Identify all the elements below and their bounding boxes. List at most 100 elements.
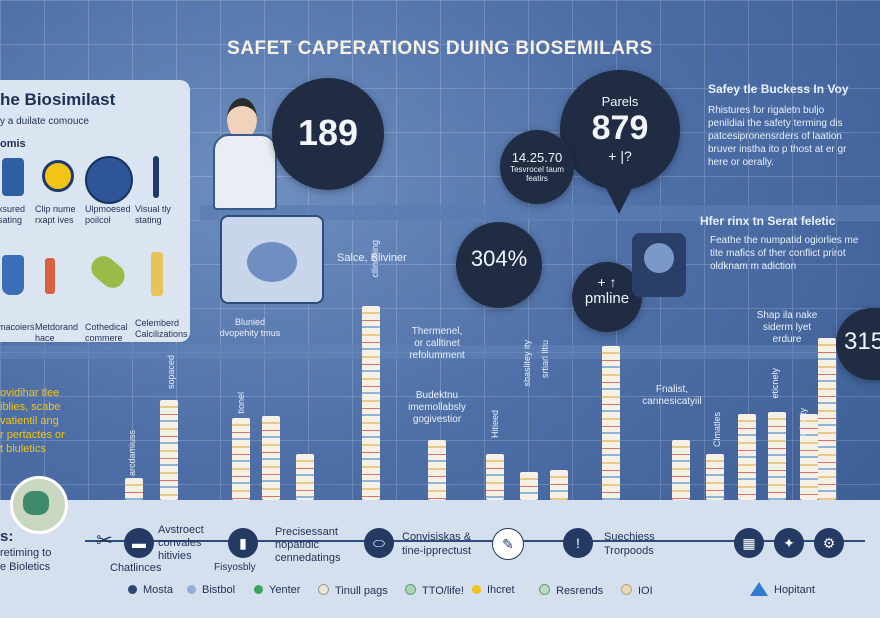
bar-stack xyxy=(602,346,620,500)
stat-bubble-189: 189 xyxy=(272,78,384,190)
globe-land xyxy=(23,491,49,515)
stat-pmline-top: + ↑ xyxy=(597,274,617,290)
syringe-bottom-icon: ✎ xyxy=(492,528,524,560)
bottom-item1-text: Avstroect convales hitivies xyxy=(158,524,204,562)
legend-item: Tinull pags xyxy=(318,584,388,597)
right-paragraph-2: Feathe the numpatid ogiorlies me tite ma… xyxy=(710,235,859,272)
bar-stack xyxy=(486,454,504,500)
stat-bubble-1425: 14.25.70 Tesvrocel taum featirs xyxy=(500,130,574,204)
bar-stack xyxy=(520,472,538,500)
right-heading-1: Safey tle Buckess In Voy xyxy=(708,82,849,96)
bar-stack xyxy=(800,414,818,500)
bar-stack xyxy=(818,338,836,500)
car-icon: ▬ xyxy=(124,528,154,558)
bar-label: tionel xyxy=(236,392,246,414)
bar-stack xyxy=(362,306,380,500)
stat-304-value: 304% xyxy=(470,246,528,271)
bar-label: arcdamiuss xyxy=(127,430,137,477)
legend-label: IOI xyxy=(638,585,653,597)
pipe-band-upper xyxy=(200,205,880,221)
legend-swatch xyxy=(621,584,632,595)
icon-label-7: Cothedical commere xyxy=(85,322,128,343)
syringe-icon xyxy=(42,160,74,192)
icon-label-5: macoiers xyxy=(0,322,35,332)
bar-stack xyxy=(550,470,568,500)
bottom-band xyxy=(0,500,880,618)
icon-label-3: Ulpmoesed poilcol xyxy=(85,204,131,225)
flask-icon xyxy=(2,255,24,295)
bar-stack xyxy=(262,416,280,500)
connector-line xyxy=(85,540,865,542)
bottom-item1-small: Chatlinces xyxy=(110,562,162,574)
vial-icon xyxy=(151,252,163,296)
hopitant-label: Hopitant xyxy=(774,584,815,596)
legend-item: Bistbol xyxy=(187,584,235,596)
pipe-band-mid xyxy=(0,345,880,359)
grid-icon: ▦ xyxy=(734,528,764,558)
panel-subheading: y a duilate comouce xyxy=(0,116,89,127)
capsule-icon xyxy=(86,251,130,293)
hopitant-triangle-icon xyxy=(750,582,768,596)
bar-label: sbaslitey ity xyxy=(522,340,532,387)
legend-label: Bistbol xyxy=(202,584,236,596)
legend-swatch xyxy=(405,584,416,595)
tree-icon-card xyxy=(632,233,686,297)
stat-1425-value: 14.25.70 xyxy=(511,150,563,165)
tree-icon xyxy=(644,243,674,273)
bottom-item4-text: Suechiess Trorpoods xyxy=(604,531,655,557)
legend-swatch xyxy=(128,585,137,594)
globe-badge xyxy=(10,476,68,534)
stat-bubble-304: 304% xyxy=(456,222,542,308)
legend-label: TTO/life! xyxy=(422,585,464,597)
annotation-budektnu: Budektnu imemollabsly gogivestior xyxy=(408,390,466,425)
legend-label: Tinull pags xyxy=(335,585,388,597)
stat-879-pointer xyxy=(605,186,633,214)
scientist-illustration xyxy=(205,98,285,210)
bar-stack xyxy=(672,440,690,500)
stat-1425-sub: Tesvrocel taum featirs xyxy=(510,165,564,183)
bar-label: Hitieed xyxy=(490,410,500,439)
icon-label-6: Metdorand hace xyxy=(35,322,79,343)
stat-879-sub: + |? xyxy=(608,148,632,164)
bar-stack xyxy=(232,418,250,500)
legend-item: Resrends xyxy=(539,584,603,597)
panel-section-label: omis xyxy=(0,138,26,150)
legend-label: Resrends xyxy=(556,585,604,597)
bar-label: exisulty xyxy=(798,408,808,439)
bottom-item3-text: Convisiskas & tine-ipprectust xyxy=(402,531,472,557)
chart-icon: ▮ xyxy=(228,528,258,558)
annotation-left-mid: ovidihar tlee iblies, scabe vatientil an… xyxy=(0,387,65,455)
legend-item: TTO/life! xyxy=(405,584,464,597)
stat-pmline-value: pmline xyxy=(584,290,630,307)
right-mid-text: Shap ila nake siderm lyet erdure xyxy=(756,310,818,345)
stat-879-value: 879 xyxy=(591,109,649,147)
annotation-blunied: Blunied dvopehity tmus xyxy=(219,317,281,338)
right-heading-2: Hfer rinx tn Serat feletic xyxy=(700,214,836,228)
bar-stack xyxy=(738,414,756,500)
tube-icon xyxy=(45,258,55,294)
legend-label: Ihcret xyxy=(487,584,515,596)
legend-label: Mosta xyxy=(143,584,173,596)
legend-swatch xyxy=(187,585,196,594)
bottom-left-title: s: xyxy=(0,528,14,545)
stat-315-value: 315 xyxy=(844,328,880,355)
info-icon: ! xyxy=(563,528,593,558)
bar-label: cllinnhing xyxy=(370,240,380,278)
scientist-coat xyxy=(213,134,277,210)
legend-item: Mosta xyxy=(128,584,173,596)
stat-879-label: Parels xyxy=(601,94,639,109)
bar-stack xyxy=(125,478,143,500)
annotation-salce: Salce, Bliviner xyxy=(337,252,407,264)
network-icon: ✦ xyxy=(774,528,804,558)
scientist-head xyxy=(227,98,257,140)
globe-icon xyxy=(85,156,133,204)
probe-icon xyxy=(153,156,159,198)
right-paragraph-1: Rhistures for rigaletn buljo penildiai t… xyxy=(708,105,847,168)
bottom-item2-text: Precisessant nopatidic cennedatings xyxy=(275,526,341,564)
bottom-left-text: retiming to e Bioletics xyxy=(0,547,52,573)
icon-label-4: Visual tly stating xyxy=(135,204,171,225)
bottom-item2-small: Fisyosbly xyxy=(214,562,256,573)
legend-item: Ihcret xyxy=(472,584,515,596)
annotation-finalist: Fnalist, cannesicatyiil xyxy=(642,384,702,407)
